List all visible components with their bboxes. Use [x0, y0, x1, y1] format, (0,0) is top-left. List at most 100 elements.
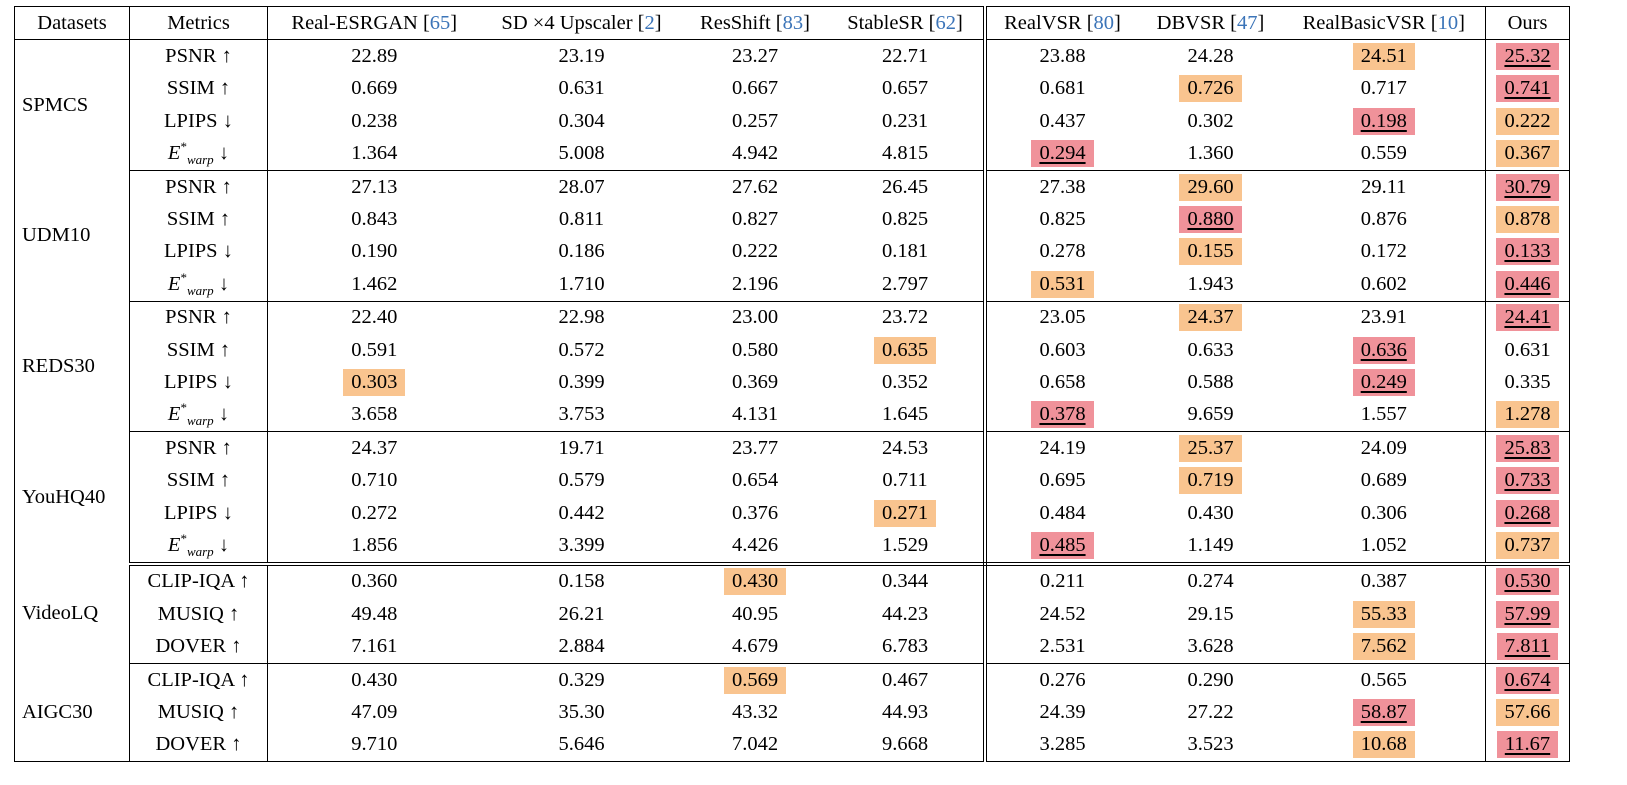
- value-best: 0.741: [1496, 75, 1559, 103]
- table-row: SSIM ↑ 0.843 0.811 0.827 0.825 0.825 0.880 0.87…: [15, 203, 1570, 236]
- metric-label: LPIPS: [164, 370, 218, 393]
- value: 0.302: [1187, 109, 1234, 132]
- metric-arrow: ↑: [239, 570, 250, 593]
- table-row: E*warp ↓ 1.856 3.399 4.426 1.529 0.485 1.149 1.…: [15, 529, 1570, 566]
- metric-label: CLIP-IQA: [147, 668, 235, 691]
- value: 0.306: [1360, 501, 1407, 524]
- table-row: LPIPS ↓ 0.303 0.399 0.369 0.352 0.658 0.588 0.2…: [15, 366, 1570, 399]
- metric-symbol: E: [167, 533, 181, 556]
- value: 0.467: [881, 668, 929, 691]
- value-best: 0.636: [1352, 336, 1415, 364]
- value: 49.48: [351, 602, 398, 625]
- value-cell: 0.231: [827, 105, 987, 138]
- value: 2.884: [558, 635, 605, 658]
- method-name: RealVSR: [1004, 11, 1082, 34]
- value-cell: 0.367: [1485, 137, 1570, 171]
- value: 29.11: [1361, 175, 1407, 198]
- value-best: 0.733: [1496, 467, 1559, 495]
- value: 1.943: [1187, 272, 1234, 295]
- metric-label: PSNR: [165, 45, 217, 68]
- value-cell: 24.52: [985, 598, 1139, 630]
- value-cell: 3.523: [1138, 728, 1283, 762]
- value-cell: 0.271: [827, 496, 987, 530]
- dataset-name: VideoLQ: [14, 563, 130, 664]
- value-cell: 0.272: [268, 497, 481, 529]
- value-cell: 1.943: [1138, 268, 1283, 302]
- table-row: YouHQ40 PSNR ↑ 24.37 19.71 23.77 24.53 24.19 25…: [14, 431, 1570, 564]
- value-best: 0.268: [1496, 499, 1559, 527]
- value-cell: 0.186: [481, 236, 683, 268]
- header-method-sd-4-upscaler: SD ×4 Upscaler [2]: [480, 6, 683, 41]
- metric-superscript: *: [180, 400, 187, 416]
- value-cell: 0.580: [683, 334, 828, 366]
- value-best: 7.811: [1496, 633, 1559, 661]
- value-best: 24.41: [1496, 304, 1559, 332]
- metric-arrow: ↑: [219, 469, 231, 492]
- value-best: 11.67: [1496, 731, 1559, 759]
- table-row: REDS30 PSNR ↑ 22.40 22.98 23.00 23.72 23.05 24.…: [14, 301, 1570, 432]
- metric-arrow: ↑: [228, 602, 240, 625]
- value-best: 30.79: [1496, 173, 1559, 201]
- value-second: 24.51: [1352, 43, 1415, 71]
- metric-symbol: E: [167, 272, 181, 295]
- value-cell: 0.579: [481, 464, 683, 496]
- value-cell: 22.98: [481, 301, 683, 334]
- value-cell: 0.565: [1283, 663, 1486, 696]
- dataset-name: SPMCS: [14, 39, 130, 171]
- value-cell: 1.360: [1138, 137, 1283, 171]
- value: 27.38: [1039, 175, 1086, 198]
- value: 0.344: [881, 570, 929, 593]
- header-method-stablesr: StableSR [62]: [827, 6, 987, 41]
- value: 22.40: [351, 306, 398, 329]
- value-cell: 0.399: [481, 366, 683, 398]
- value-second: 0.430: [723, 568, 787, 596]
- value-cell: 0.378: [984, 398, 1139, 433]
- value-cell: 26.21: [481, 598, 683, 630]
- metric-label: MUSIQ: [157, 700, 224, 723]
- metric-label: SSIM: [166, 208, 215, 231]
- value-second: 0.271: [873, 499, 937, 527]
- value-second: 1.278: [1496, 401, 1559, 429]
- value: 0.572: [558, 338, 605, 361]
- metric-arrow: ↑: [221, 175, 232, 198]
- value-cell: 43.32: [683, 696, 828, 728]
- table-row: LPIPS ↓ 0.190 0.186 0.222 0.181 0.278 0.155 0.1…: [15, 235, 1570, 269]
- value-cell: 0.290: [1139, 663, 1283, 696]
- value-best: 25.83: [1496, 434, 1559, 462]
- value: 0.689: [1360, 469, 1407, 492]
- dataset-name: REDS30: [14, 301, 130, 432]
- value-cell: 0.695: [985, 464, 1139, 496]
- metric-arrow: ↓: [222, 109, 233, 132]
- value: 1.364: [351, 142, 398, 165]
- metric-label: PSNR: [165, 306, 217, 329]
- value-cell: 0.442: [481, 497, 683, 529]
- value-cell: 0.588: [1139, 366, 1283, 398]
- value: 1.710: [558, 272, 605, 295]
- value: 1.645: [881, 403, 929, 426]
- value-best: 0.485: [1031, 531, 1094, 559]
- value-cell: 55.33: [1283, 598, 1486, 630]
- value-cell: 25.32: [1485, 39, 1570, 73]
- value: 3.399: [558, 533, 605, 556]
- value-cell: 1.278: [1485, 398, 1570, 433]
- value: 47.09: [351, 700, 398, 723]
- value: 0.272: [351, 501, 398, 524]
- value-cell: 0.633: [1139, 334, 1283, 366]
- table-row: DOVER ↑ 7.161 2.884 4.679 6.783 2.531 3.628 7.5…: [15, 630, 1570, 664]
- value: 23.77: [731, 436, 779, 459]
- value-cell: 4.131: [682, 398, 828, 433]
- value: 0.658: [1039, 370, 1086, 393]
- value-cell: 11.67: [1485, 728, 1570, 762]
- metric-name: SSIM ↑: [129, 203, 268, 236]
- value-cell: 1.557: [1282, 398, 1486, 433]
- value-cell: 4.426: [682, 529, 828, 566]
- value: 4.679: [731, 635, 779, 658]
- value: 22.71: [881, 45, 929, 68]
- citation-link: 47: [1236, 11, 1258, 34]
- metric-label: MUSIQ: [157, 602, 224, 625]
- value-cell: 0.602: [1282, 268, 1486, 302]
- value: 0.238: [351, 109, 398, 132]
- metric-name: DOVER ↑: [129, 728, 268, 762]
- value-cell: 0.603: [985, 334, 1139, 366]
- value-cell: 0.710: [268, 464, 481, 496]
